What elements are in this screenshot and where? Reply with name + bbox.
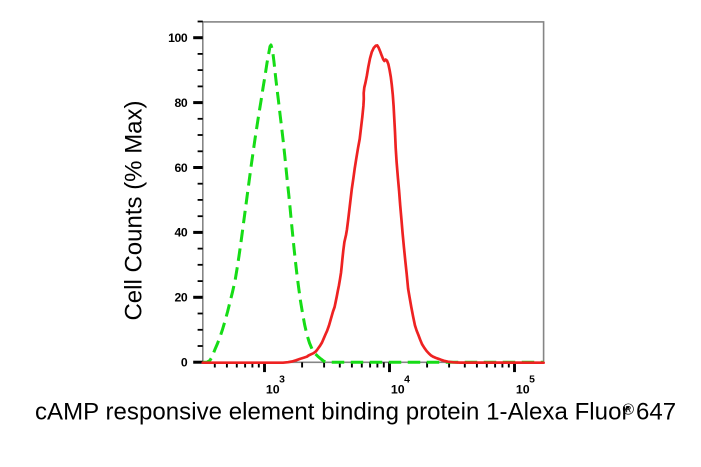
svg-text:60: 60 — [175, 161, 188, 175]
svg-text:cAMP responsive element bindin: cAMP responsive element binding protein … — [35, 399, 630, 426]
svg-text:80: 80 — [175, 96, 188, 110]
svg-text:10: 10 — [516, 383, 530, 397]
svg-text:5: 5 — [529, 374, 535, 385]
svg-text:Cell Counts (% Max): Cell Counts (% Max) — [120, 100, 147, 320]
svg-text:647: 647 — [636, 399, 676, 426]
svg-text:100: 100 — [168, 31, 188, 45]
svg-text:10: 10 — [391, 383, 405, 397]
svg-text:4: 4 — [404, 374, 410, 385]
svg-text:3: 3 — [279, 374, 285, 385]
svg-text:10: 10 — [266, 383, 280, 397]
svg-text:20: 20 — [175, 291, 188, 305]
svg-text:®: ® — [623, 402, 635, 419]
svg-text:0: 0 — [181, 356, 188, 370]
svg-text:40: 40 — [175, 226, 188, 240]
